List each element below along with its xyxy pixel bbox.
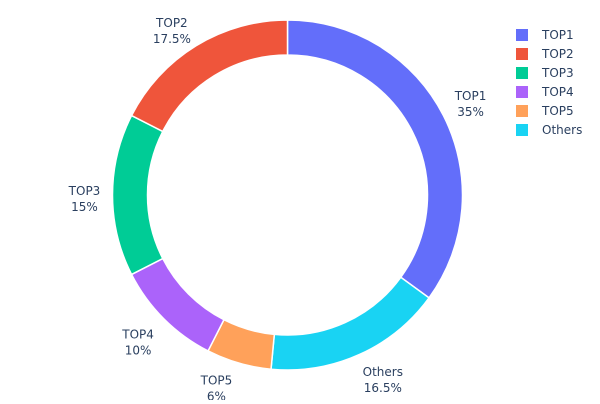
slice-label-percent: 15% [71, 200, 98, 214]
slice-label-percent: 10% [125, 343, 152, 357]
legend-swatch [516, 29, 528, 41]
legend-label: TOP2 [541, 47, 574, 61]
slice-label-percent: 17.5% [153, 32, 191, 46]
legend-swatch [516, 48, 528, 60]
legend-swatch [516, 86, 528, 98]
slice-label-top4: TOP4 10% [121, 327, 154, 357]
legend-label: TOP1 [541, 28, 574, 42]
slice-label-name: TOP5 [200, 374, 233, 388]
slice-top3[interactable] [111, 114, 164, 276]
slice-label-top5: TOP5 6% [200, 374, 233, 400]
legend-item-top5[interactable]: TOP5 [516, 104, 574, 118]
legend-label: TOP3 [541, 66, 574, 80]
legend-item-top4[interactable]: TOP4 [516, 85, 574, 99]
legend-swatch [516, 67, 528, 79]
slice-label-name: TOP1 [454, 89, 487, 103]
slice-label-percent: 35% [457, 105, 484, 119]
slice-label-others: Others 16.5% [363, 365, 403, 395]
slice-top2[interactable] [130, 19, 289, 133]
legend-swatch [516, 105, 528, 117]
legend-item-top1[interactable]: TOP1 [516, 28, 574, 42]
legend-label: Others [542, 123, 582, 137]
slice-label-name: Others [363, 365, 403, 379]
slice-top1[interactable] [286, 19, 464, 299]
slice-label-name: TOP4 [121, 327, 154, 341]
slice-others[interactable] [270, 276, 431, 371]
legend-label: TOP5 [541, 104, 574, 118]
legend-item-others[interactable]: Others [516, 123, 582, 137]
slice-label-name: TOP2 [155, 16, 188, 30]
slice-label-top2: TOP2 17.5% [153, 16, 191, 46]
slice-labels: TOP1 35%Others 16.5%TOP5 6%TOP4 10%TOP3 15%TO… [68, 16, 487, 404]
slice-label-percent: 6% [207, 390, 226, 400]
slice-label-percent: 16.5% [364, 381, 402, 395]
legend: TOP1 TOP2 TOP3 TOP4 TOP5 Others [516, 28, 582, 137]
slice-label-name: TOP3 [68, 184, 101, 198]
legend-item-top3[interactable]: TOP3 [516, 66, 574, 80]
legend-item-top2[interactable]: TOP2 [516, 47, 574, 61]
slice-label-top3: TOP3 15% [68, 184, 101, 214]
legend-swatch [516, 124, 528, 136]
legend-label: TOP4 [541, 85, 574, 99]
slice-label-top1: TOP1 35% [454, 89, 487, 119]
slices [111, 19, 464, 371]
